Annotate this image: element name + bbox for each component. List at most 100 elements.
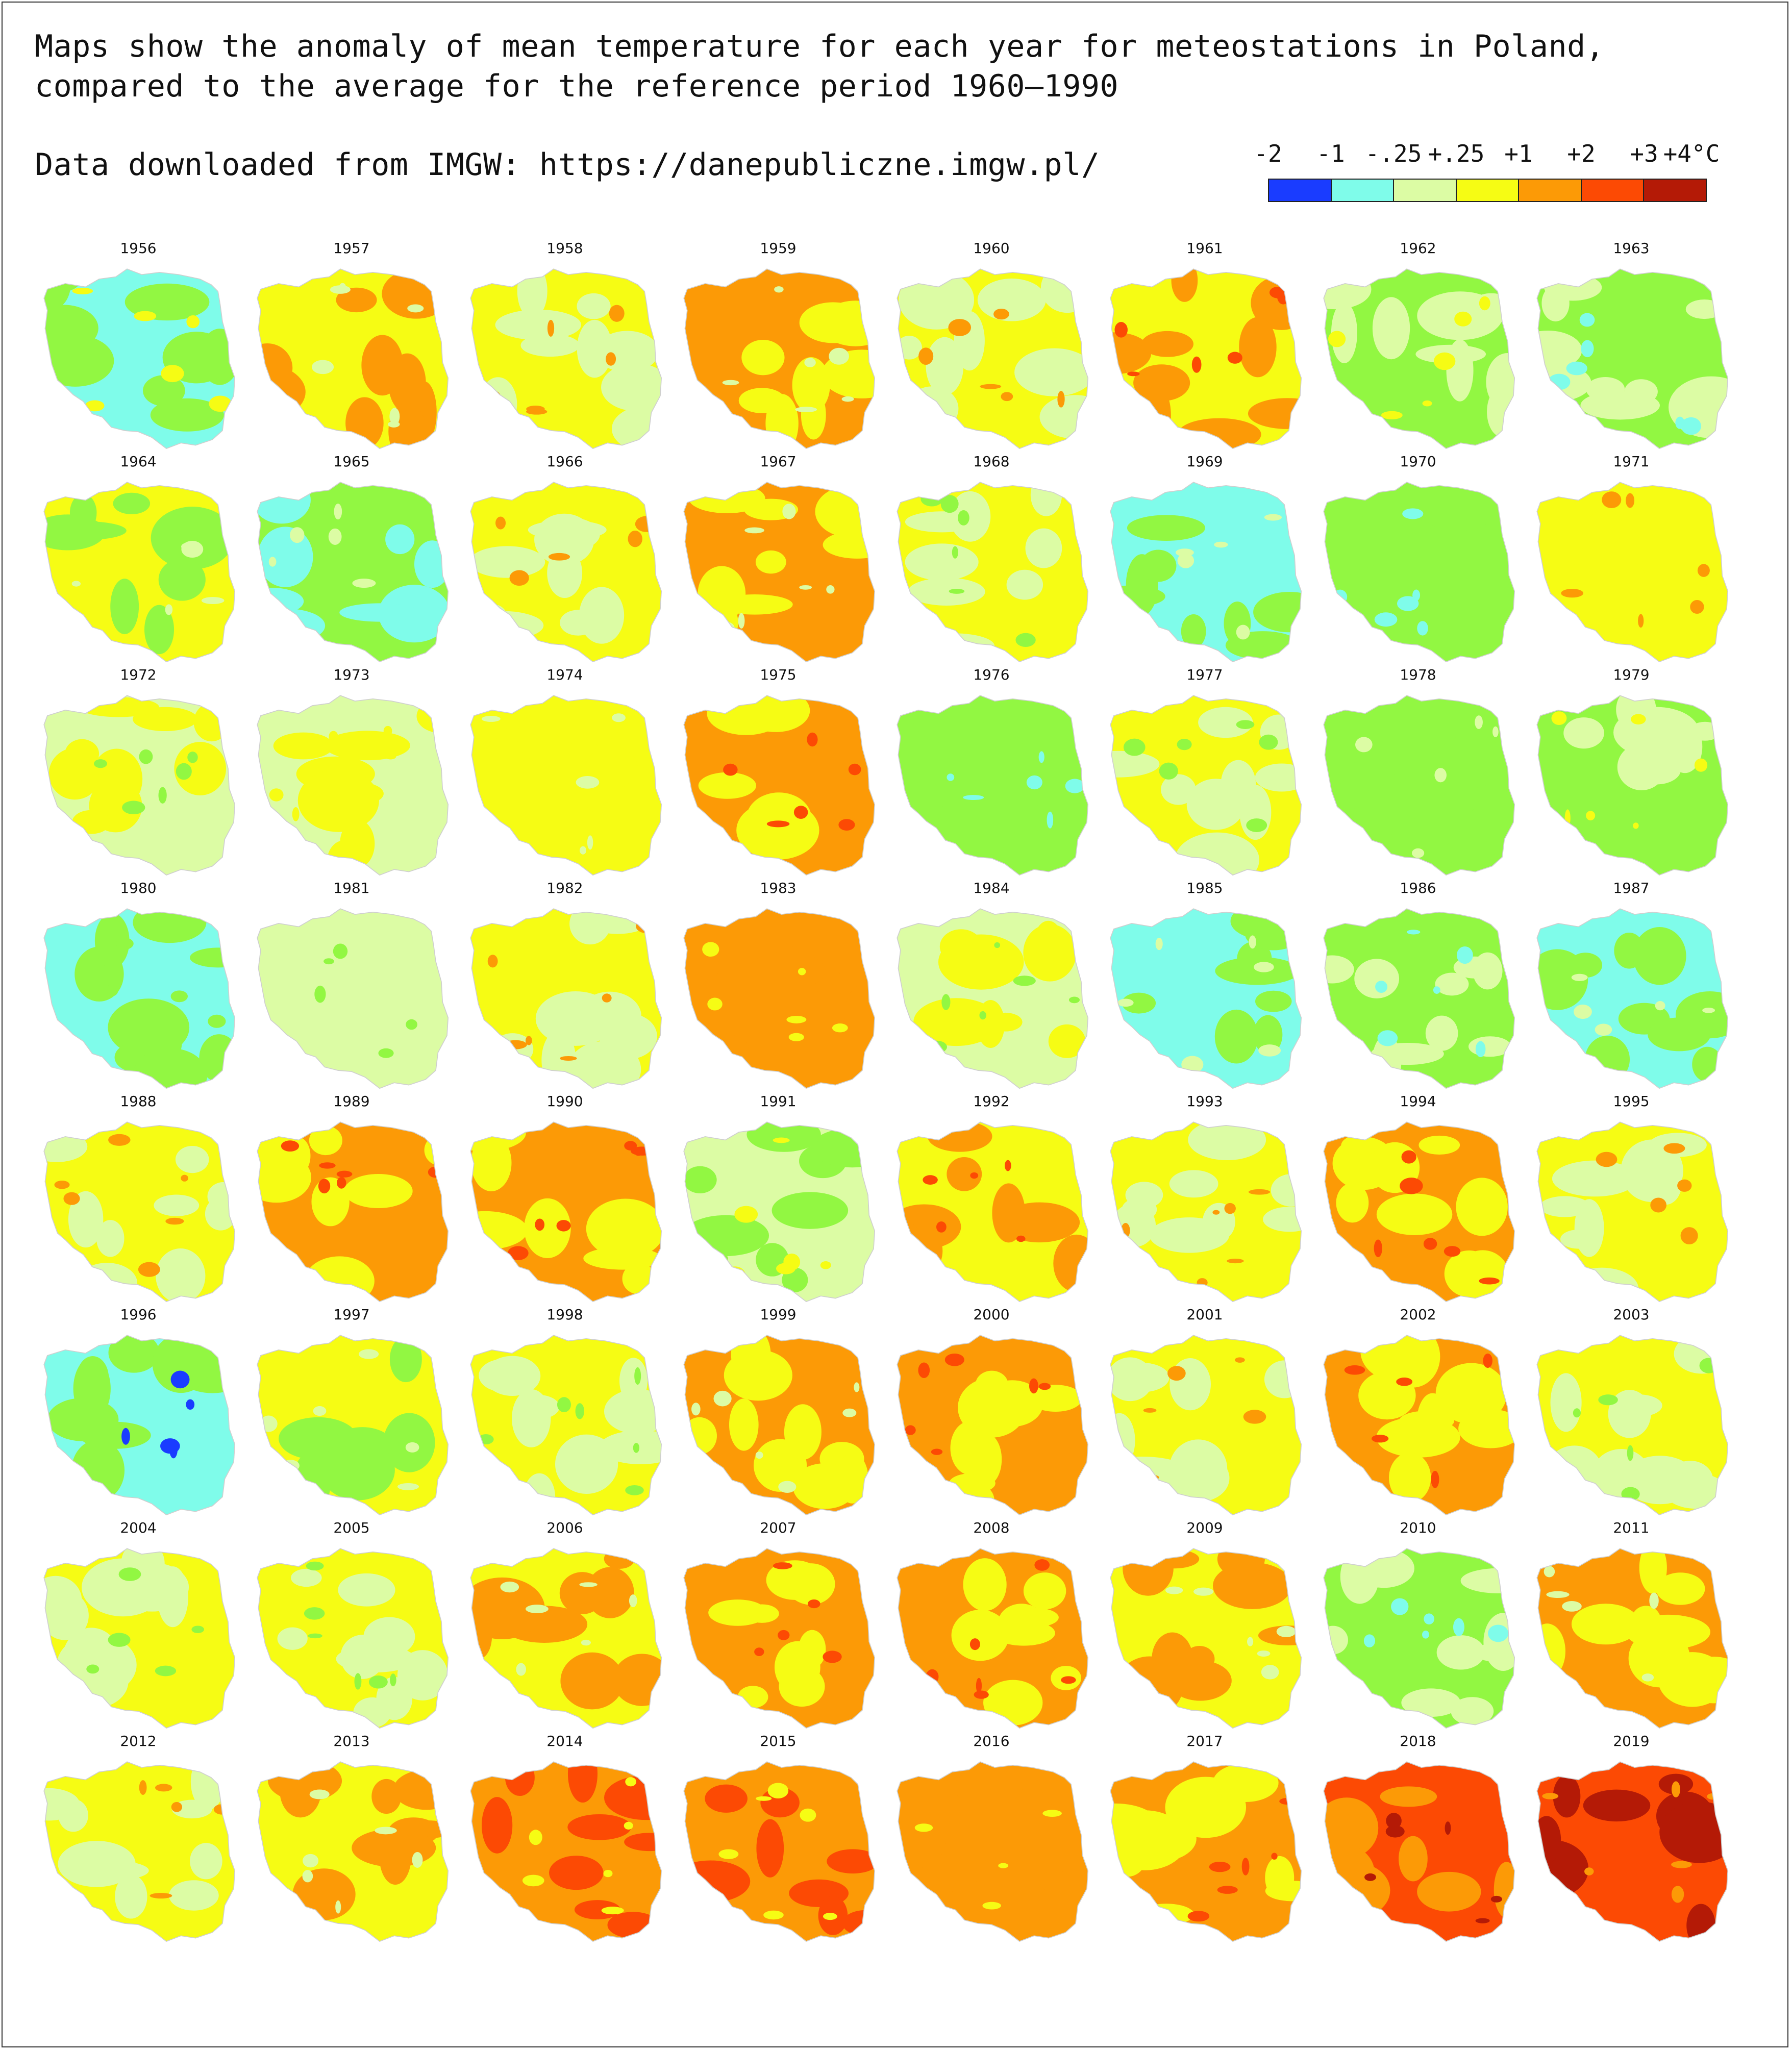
anomaly-region — [1641, 629, 1705, 651]
anomaly-spot — [738, 613, 745, 629]
year-label: 1998 — [546, 1306, 583, 1323]
anomaly-spot — [820, 1261, 831, 1269]
year-label: 1994 — [1400, 1093, 1436, 1110]
anomaly-spot — [723, 763, 738, 776]
year-map-1992: 1992 — [885, 1093, 1098, 1306]
anomaly-region — [174, 742, 227, 795]
anomaly-spot — [1602, 491, 1622, 509]
year-label: 1993 — [1186, 1093, 1223, 1110]
anomaly-spot — [1675, 416, 1685, 429]
anomaly-spot — [823, 1913, 837, 1920]
anomaly-spot — [1061, 1676, 1076, 1684]
anomaly-region — [601, 363, 662, 411]
anomaly-spot — [936, 1221, 947, 1233]
anomaly-spot — [1573, 1408, 1581, 1418]
anomaly-region — [1340, 1549, 1379, 1604]
anomaly-spot — [397, 1483, 419, 1490]
anomaly-spot — [62, 1688, 72, 1702]
poland-anomaly-map — [470, 1548, 662, 1729]
year-label: 2007 — [760, 1519, 797, 1536]
anomaly-region — [1253, 1015, 1283, 1055]
anomaly-spot — [1586, 811, 1596, 820]
poland-anomaly-map — [43, 908, 236, 1089]
anomaly-region — [171, 1799, 212, 1819]
anomaly-region — [621, 1673, 661, 1706]
year-label: 1973 — [333, 666, 370, 683]
anomaly-region — [152, 1335, 210, 1393]
anomaly-spot — [368, 1675, 388, 1689]
anomaly-region — [1110, 751, 1160, 778]
anomaly-spot — [390, 1673, 396, 1687]
anomaly-spot — [181, 542, 196, 551]
anomaly-spot — [1412, 848, 1425, 858]
anomaly-spot — [1479, 1277, 1500, 1285]
anomaly-region — [144, 605, 175, 655]
anomaly-spot — [106, 984, 118, 996]
country-outline — [43, 695, 236, 876]
poland-anomaly-map — [1536, 908, 1729, 1089]
country-outline — [470, 695, 662, 876]
anomaly-spot — [576, 776, 600, 789]
anomaly-region — [1649, 1163, 1682, 1205]
year-label: 2008 — [973, 1519, 1010, 1536]
anomaly-region — [1372, 297, 1410, 360]
anomaly-spot — [1248, 1189, 1271, 1195]
anomaly-region — [339, 603, 420, 622]
anomaly-spot — [352, 579, 376, 588]
anomaly-spot — [1125, 1468, 1141, 1478]
anomaly-region — [190, 1843, 222, 1880]
anomaly-spot — [1702, 1008, 1715, 1013]
country-outline — [1110, 1761, 1302, 1942]
anomaly-region — [947, 1157, 982, 1191]
anomaly-spot — [547, 319, 555, 337]
country-outline — [897, 908, 1089, 1089]
anomaly-spot — [1047, 811, 1054, 829]
year-map-1990: 1990 — [458, 1093, 671, 1306]
anomaly-region — [1443, 837, 1495, 867]
anomaly-region — [1324, 1818, 1360, 1837]
year-label: 1969 — [1186, 453, 1223, 470]
anomaly-region — [257, 609, 326, 643]
anomaly-spot — [763, 1910, 784, 1920]
anomaly-region — [988, 1012, 1023, 1032]
year-label: 1962 — [1400, 240, 1436, 257]
anomaly-region — [133, 1048, 208, 1089]
anomaly-spot — [1114, 322, 1128, 338]
anomaly-region — [1667, 720, 1703, 773]
anomaly-spot — [1165, 1586, 1183, 1594]
anomaly-region — [257, 630, 284, 654]
anomaly-region — [1124, 1465, 1179, 1512]
country-outline — [1536, 908, 1729, 1089]
anomaly-region — [1494, 1862, 1515, 1918]
anomaly-spot — [798, 968, 806, 976]
poland-anomaly-map — [1323, 268, 1515, 449]
anomaly-spot — [354, 1673, 362, 1690]
anomaly-region — [470, 611, 544, 640]
anomaly-region — [1537, 1840, 1589, 1898]
anomaly-region — [257, 482, 311, 524]
anomaly-spot — [1355, 737, 1373, 753]
anomaly-region — [72, 1860, 149, 1881]
anomaly-spot — [1584, 1867, 1594, 1875]
anomaly-spot — [1227, 1259, 1244, 1264]
anomaly-region — [257, 1472, 305, 1515]
anomaly-spot — [918, 1362, 930, 1379]
anomaly-region — [844, 983, 875, 1044]
anomaly-spot — [1167, 1366, 1186, 1381]
anomaly-spot — [1269, 286, 1286, 298]
poland-anomaly-map — [683, 1335, 876, 1516]
anomaly-spot — [993, 308, 1009, 320]
poland-anomaly-map — [257, 482, 449, 663]
anomaly-spot — [122, 801, 145, 814]
country-outline — [897, 1548, 1089, 1729]
anomaly-spot — [734, 1206, 758, 1223]
country-outline — [683, 1761, 876, 1942]
country-outline — [1323, 1548, 1515, 1729]
anomaly-spot — [1143, 1408, 1157, 1413]
anomaly-spot — [118, 1567, 141, 1581]
anomaly-spot — [1663, 1143, 1685, 1154]
anomaly-region — [1585, 1036, 1630, 1083]
anomaly-region — [710, 695, 746, 731]
anomaly-spot — [722, 380, 739, 386]
country-outline — [257, 1548, 449, 1729]
